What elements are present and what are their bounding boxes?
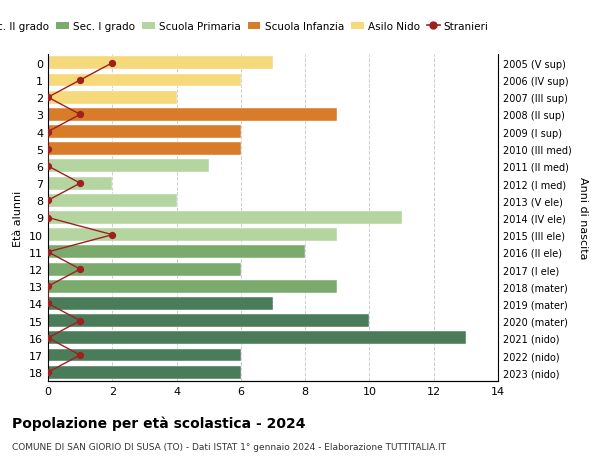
Point [43, 249, 53, 256]
Bar [48, 229, 337, 241]
Bar [48, 332, 466, 345]
Bar [48, 280, 337, 293]
Point [43, 283, 53, 290]
Point [107, 60, 117, 67]
Point [43, 163, 53, 170]
Bar [48, 57, 273, 70]
Bar [48, 212, 401, 224]
Point [43, 300, 53, 308]
Bar [48, 143, 241, 156]
Bar [48, 349, 241, 362]
Bar [48, 160, 209, 173]
Point [43, 369, 53, 376]
Bar [48, 263, 241, 276]
Text: COMUNE DI SAN GIORIO DI SUSA (TO) - Dati ISTAT 1° gennaio 2024 - Elaborazione TU: COMUNE DI SAN GIORIO DI SUSA (TO) - Dati… [12, 442, 446, 451]
Point [43, 214, 53, 222]
Bar [48, 177, 112, 190]
Point [76, 112, 85, 119]
Bar [48, 195, 176, 207]
Bar [48, 314, 370, 327]
Point [43, 129, 53, 136]
Point [76, 77, 85, 84]
Bar [48, 246, 305, 259]
Point [76, 180, 85, 187]
Point [43, 335, 53, 342]
Point [107, 231, 117, 239]
Y-axis label: Età alunni: Età alunni [13, 190, 23, 246]
Point [43, 94, 53, 101]
Bar [48, 297, 273, 310]
Point [76, 317, 85, 325]
Bar [48, 91, 176, 104]
Point [43, 146, 53, 153]
Bar [48, 126, 241, 139]
Y-axis label: Anni di nascita: Anni di nascita [578, 177, 588, 259]
Bar [48, 74, 241, 87]
Bar [48, 366, 241, 379]
Legend: Sec. II grado, Sec. I grado, Scuola Primaria, Scuola Infanzia, Asilo Nido, Stran: Sec. II grado, Sec. I grado, Scuola Prim… [0, 18, 493, 36]
Point [43, 197, 53, 205]
Bar [48, 109, 337, 122]
Point [76, 266, 85, 273]
Text: Popolazione per età scolastica - 2024: Popolazione per età scolastica - 2024 [12, 415, 305, 430]
Point [76, 352, 85, 359]
